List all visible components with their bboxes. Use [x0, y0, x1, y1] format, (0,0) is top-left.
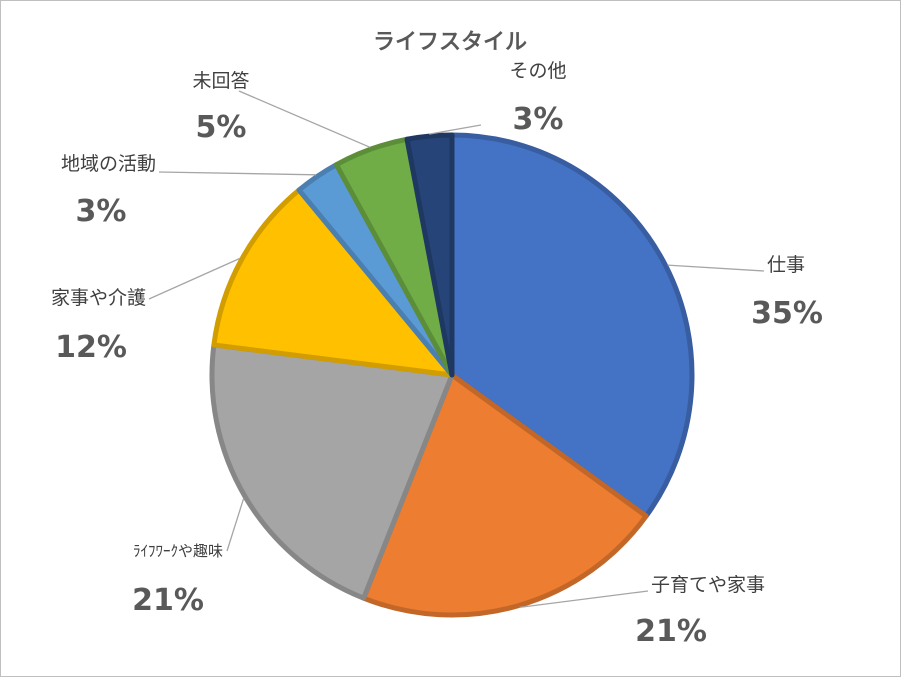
- slice-category-label: ﾗｲﾌﾜｰｸや趣味: [133, 542, 223, 560]
- pie-slices: [209, 132, 695, 618]
- leader-line: [158, 171, 317, 176]
- pie-slice: [211, 187, 455, 378]
- leader-line: [238, 90, 371, 148]
- slice-percent-label: 12%: [55, 330, 127, 365]
- chart-title: ライフスタイル: [373, 30, 527, 55]
- slice-percent-label: 21%: [132, 583, 204, 618]
- leader-lines: [148, 90, 765, 609]
- data-labels: 仕事 35% 子育てや家事 21% ﾗｲﾌﾜｰｸや趣味 21% 家事や介護 12% 地域の活動 3…: [51, 60, 823, 649]
- slice-percent-label: 35%: [751, 296, 823, 331]
- pie-slice: [361, 372, 649, 618]
- leader-line: [429, 124, 482, 135]
- slice-category-label: 仕事: [767, 254, 805, 276]
- leader-line: [667, 264, 765, 272]
- slice-category-label: その他: [509, 60, 566, 82]
- leader-line: [519, 590, 649, 609]
- pie-slice: [209, 342, 455, 601]
- slice-percent-label: 3%: [513, 102, 564, 137]
- slice-percent-label: 5%: [196, 110, 247, 145]
- pie-slice: [449, 132, 695, 519]
- slice-category-label: 未回答: [192, 70, 249, 92]
- slice-category-label: 地域の活動: [61, 153, 156, 175]
- leader-line: [226, 498, 245, 552]
- slice-percent-label: 21%: [635, 614, 707, 649]
- leader-line: [148, 257, 241, 300]
- pie-slice: [404, 132, 455, 378]
- slice-category-label: 子育てや家事: [651, 574, 765, 596]
- slice-category-label: 家事や介護: [51, 287, 146, 309]
- slice-percent-label: 3%: [76, 194, 127, 229]
